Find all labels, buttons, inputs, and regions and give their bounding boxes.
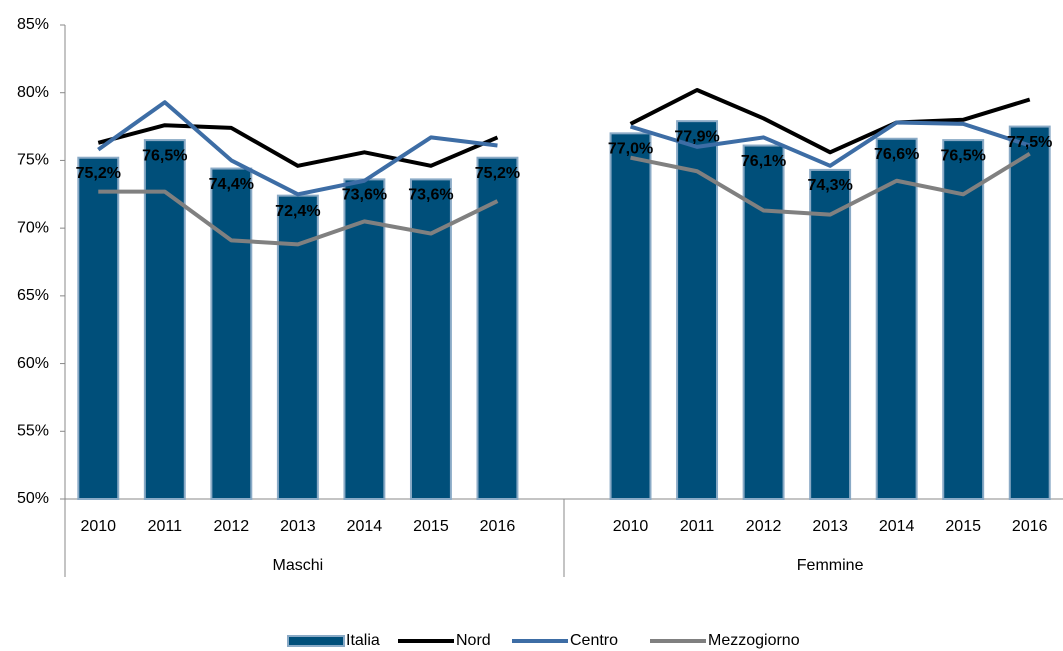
value-label: 74,4% [209,176,254,193]
line [98,189,499,247]
value-label: 75,2% [76,165,121,182]
x-tick-label: 2014 [347,518,383,535]
bar [609,132,652,500]
x-tick-label: 2012 [214,518,250,535]
y-tick-label: 50% [17,490,49,507]
group-label: Femmine [797,557,864,574]
line [629,88,1031,155]
value-label: 76,5% [142,147,187,164]
y-tick-label: 85% [17,16,49,33]
x-tick-label: 2013 [812,518,848,535]
group-label: Maschi [273,557,324,574]
value-label: 75,2% [475,165,520,182]
bar [676,120,719,500]
x-tick-label: 2016 [1012,518,1048,535]
x-tick-label: 2014 [879,518,915,535]
bar [809,168,852,500]
line [97,100,498,197]
legend-label: Italia [346,632,380,649]
value-label: 76,5% [941,147,986,164]
line [630,151,1031,217]
y-tick-label: 60% [17,355,49,372]
line [97,123,499,168]
bar [742,144,785,500]
y-tick-label: 80% [17,84,49,101]
legend-label: Nord [456,632,491,649]
y-tick-label: 55% [17,423,49,440]
x-tick-label: 2013 [280,518,316,535]
x-tick-label: 2011 [148,518,183,535]
bar [343,178,386,500]
bar [875,137,918,500]
bar [942,139,985,500]
legend-label: Centro [570,632,618,649]
bar [210,167,253,500]
value-label: 74,3% [807,177,852,194]
bar [77,156,120,500]
line [629,120,1031,168]
bar [1008,125,1051,500]
x-tick-label: 2010 [613,518,649,535]
y-tick-label: 65% [17,287,49,304]
value-label: 76,1% [741,153,786,170]
value-label: 77,9% [674,128,719,145]
value-label: 77,0% [608,141,653,158]
value-label: 72,4% [275,203,320,220]
value-label: 73,6% [342,187,387,204]
y-tick-label: 75% [17,152,49,169]
x-tick-label: 2016 [480,518,516,535]
x-tick-label: 2015 [413,518,449,535]
x-tick-label: 2015 [945,518,981,535]
x-tick-label: 2012 [746,518,782,535]
value-label: 76,6% [874,146,919,163]
legend-label: Mezzogiorno [708,632,800,649]
value-label: 77,5% [1007,134,1052,151]
y-tick-label: 70% [17,219,49,236]
x-tick-label: 2010 [80,518,116,535]
legend-swatch [287,635,345,647]
x-tick-label: 2011 [680,518,715,535]
bar [476,156,519,500]
value-label: 73,6% [408,187,453,204]
